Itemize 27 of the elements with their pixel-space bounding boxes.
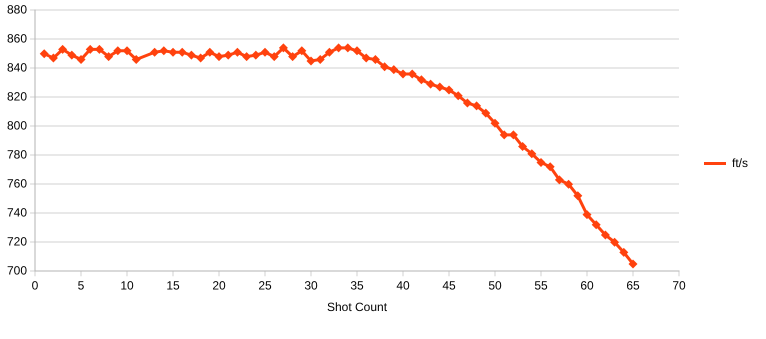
y-tick-label: 860 <box>6 32 28 46</box>
x-tick-label: 60 <box>580 278 594 293</box>
x-tick-label: 65 <box>626 278 640 293</box>
y-tick-label: 820 <box>6 90 28 104</box>
x-axis-title: Shot Count <box>326 300 388 314</box>
x-tick-label: 70 <box>672 278 686 293</box>
y-tick-label: 700 <box>6 264 28 278</box>
x-tick-label: 50 <box>488 278 502 293</box>
x-tick-label: 25 <box>258 278 272 293</box>
x-tick-label: 30 <box>304 278 318 293</box>
x-tick-label: 15 <box>166 278 180 293</box>
y-tick-label: 780 <box>6 148 28 162</box>
x-tick-label: 35 <box>350 278 364 293</box>
x-tick-label: 5 <box>78 278 85 293</box>
x-tick-label: 20 <box>212 278 226 293</box>
y-tick-label: 840 <box>6 60 28 75</box>
legend-label: ft/s <box>732 156 748 170</box>
x-tick-label: 0 <box>32 278 39 293</box>
x-tick-label: 45 <box>442 278 456 293</box>
x-tick-label: 10 <box>120 278 134 293</box>
x-tick-label: 40 <box>396 278 410 293</box>
x-tick-label: 55 <box>534 278 548 293</box>
y-tick-label: 720 <box>6 234 28 249</box>
y-tick-label: 880 <box>6 2 28 17</box>
y-tick-label: 800 <box>6 118 28 133</box>
y-tick-label: 740 <box>6 206 28 220</box>
y-tick-label: 760 <box>6 176 28 191</box>
